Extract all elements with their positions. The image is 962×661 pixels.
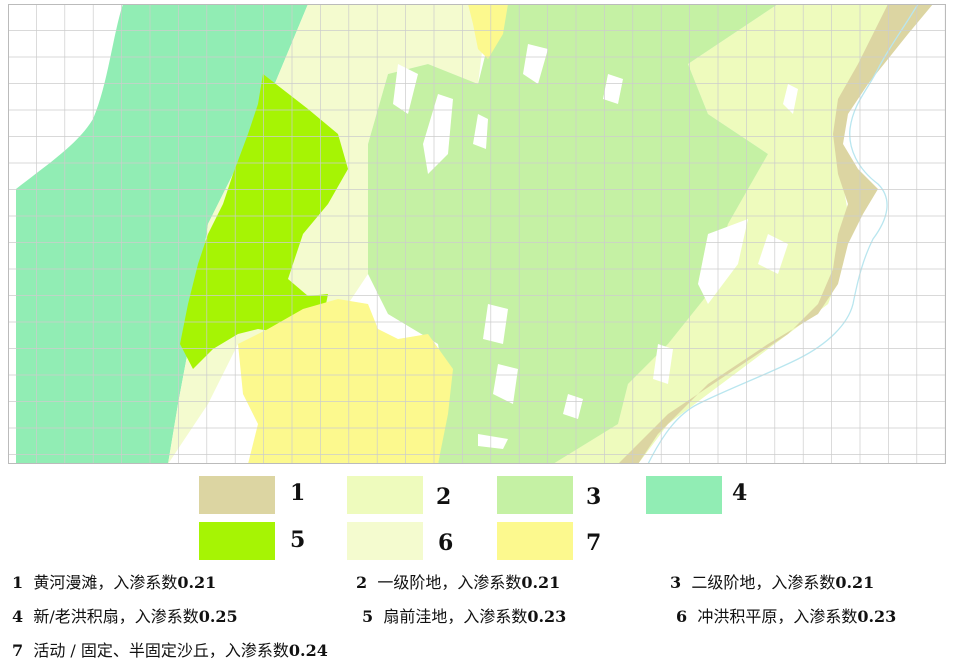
description-1: 1 黄河漫滩，入渗系数0.21 — [12, 569, 216, 593]
description-1-value: 0.21 — [177, 573, 217, 592]
zone-3-second-terrace — [368, 4, 778, 464]
description-4-value: 0.25 — [198, 607, 238, 626]
legend-swatch-7 — [497, 522, 573, 560]
legend-label-5: 5 — [290, 527, 306, 553]
description-3-value: 0.21 — [835, 573, 875, 592]
description-7-name: 活动 / 固定、半固定沙丘，入渗系数 — [33, 641, 289, 660]
description-2: 2 一级阶地，入渗系数0.21 — [356, 569, 560, 593]
zone-6-alluvial-plain — [168, 4, 488, 464]
legend-swatch-2 — [347, 476, 423, 514]
description-2-value: 0.21 — [521, 573, 561, 592]
description-6-value: 0.23 — [857, 607, 897, 626]
legend-label-4: 4 — [732, 480, 748, 506]
description-7-num: 7 — [12, 641, 24, 660]
description-5-value: 0.23 — [527, 607, 567, 626]
legend-label-6: 6 — [438, 530, 454, 556]
description-4-name: 新/老洪积扇，入渗系数 — [33, 607, 199, 626]
description-5: 5 扇前洼地，入渗系数0.23 — [362, 603, 566, 627]
description-1-num: 1 — [12, 573, 24, 592]
description-2-num: 2 — [356, 573, 368, 592]
description-2-name: 一级阶地，入渗系数 — [377, 573, 522, 592]
legend-label-2: 2 — [436, 484, 452, 510]
description-3-num: 3 — [670, 573, 682, 592]
legend-label-3: 3 — [586, 484, 602, 510]
description-5-num: 5 — [362, 607, 374, 626]
zone-7-sand-patch-top — [468, 4, 508, 59]
legend-swatch-6 — [347, 522, 423, 560]
legend-swatch-5 — [199, 522, 275, 560]
legend-swatch-4 — [646, 476, 722, 514]
map-canvas — [8, 4, 946, 464]
legend-swatch-3 — [497, 476, 573, 514]
description-3: 3 二级阶地，入渗系数0.21 — [670, 569, 874, 593]
description-4: 4 新/老洪积扇，入渗系数0.25 — [12, 603, 238, 627]
description-7: 7 活动 / 固定、半固定沙丘，入渗系数0.24 — [12, 637, 328, 661]
map-grid — [8, 4, 946, 464]
zoning-map — [8, 4, 946, 464]
legend-label-7: 7 — [586, 530, 602, 556]
description-5-name: 扇前洼地，入渗系数 — [383, 607, 528, 626]
description-6-name: 冲洪积平原，入渗系数 — [697, 607, 858, 626]
description-6-num: 6 — [676, 607, 688, 626]
legend-swatch-1 — [199, 476, 275, 514]
description-3-name: 二级阶地，入渗系数 — [691, 573, 836, 592]
map-border — [8, 4, 946, 464]
description-7-value: 0.24 — [288, 641, 328, 660]
legend-label-1: 1 — [290, 480, 306, 506]
description-6: 6 冲洪积平原，入渗系数0.23 — [676, 603, 896, 627]
zone-2-terrace-band — [553, 4, 888, 464]
description-1-name: 黄河漫滩，入渗系数 — [33, 573, 178, 592]
description-4-num: 4 — [12, 607, 24, 626]
